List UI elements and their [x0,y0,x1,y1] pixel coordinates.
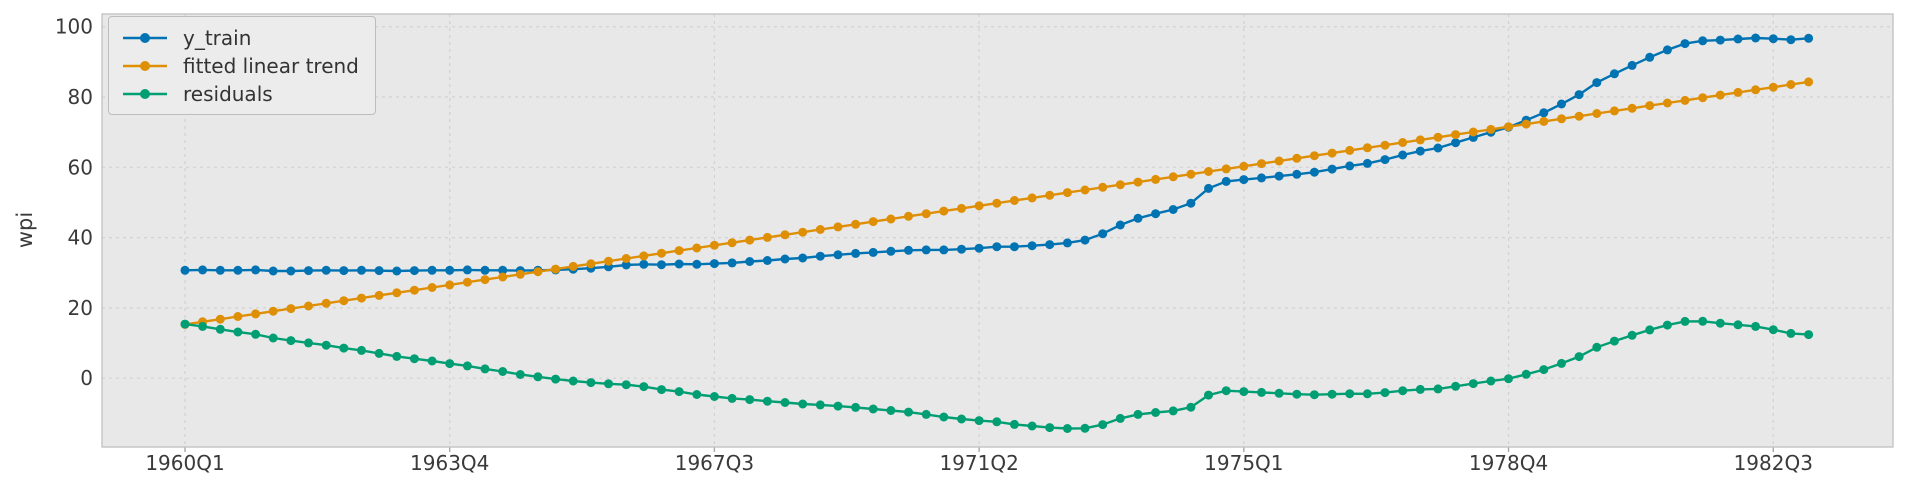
legend-marker-fitted-trend-icon [123,60,167,71]
x-tick-label: 1963Q4 [410,451,489,475]
x-tick-label: 1975Q1 [1204,451,1283,475]
series-y-train [180,33,1814,276]
legend-entry: fitted linear trend [121,52,359,79]
legend-label-fitted-trend: fitted linear trend [183,53,359,78]
legend-marker-y-train-icon [123,32,167,43]
y-tick-label: 20 [68,296,93,320]
y-tick-label: 60 [68,155,93,179]
legend-label-residuals: residuals [183,81,273,106]
y-tick-label: 100 [55,15,93,39]
series-residuals [180,316,1814,433]
y-tick-label: 80 [68,85,93,109]
x-tick-label: 1967Q3 [675,451,754,475]
x-tick-label: 1971Q2 [939,451,1018,475]
y-tick-label: 0 [80,366,93,390]
legend-label-y-train: y_train [183,25,252,50]
legend: y_train fitted linear trend residuals [108,16,376,115]
y-axis-label: wpi [13,211,37,249]
legend-marker-residuals-icon [123,88,167,99]
x-tick-label: 1982Q3 [1734,451,1813,475]
y-grid [102,26,1893,379]
x-tick-label: 1978Q4 [1469,451,1548,475]
x-tick-label: 1960Q1 [145,451,224,475]
y-tick-label: 40 [68,226,93,250]
axes-frame [101,13,1894,448]
legend-entry: residuals [121,80,359,107]
series-fitted-linear-trend [180,77,1814,329]
legend-entry: y_train [121,24,359,51]
